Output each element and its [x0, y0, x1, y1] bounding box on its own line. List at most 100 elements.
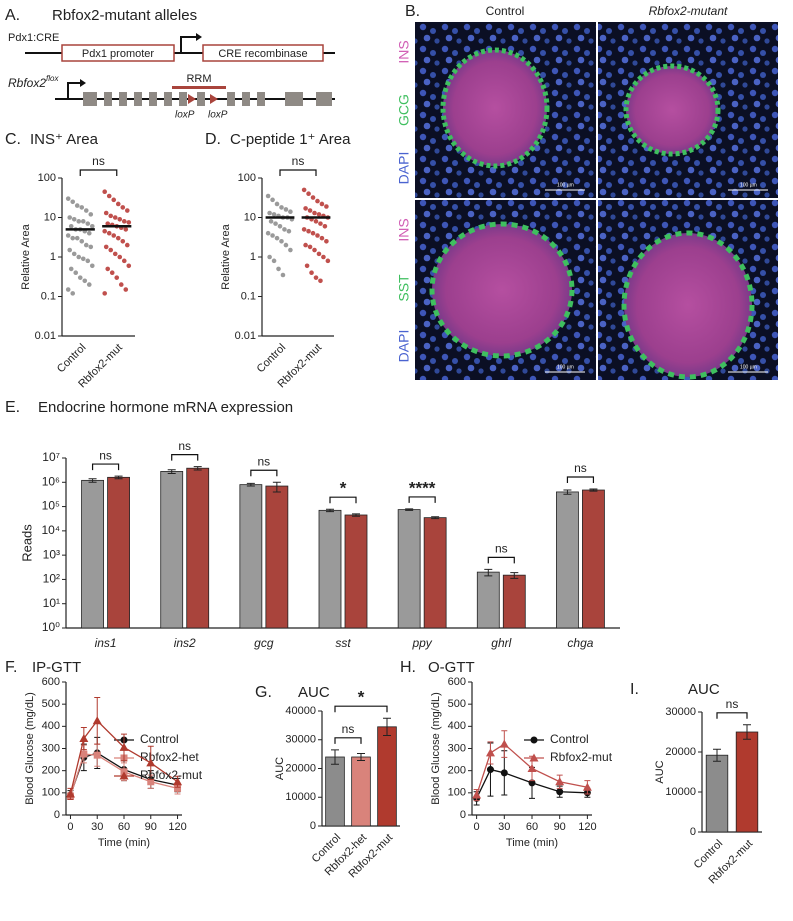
data-point — [71, 251, 77, 257]
significance-bracket — [329, 496, 357, 504]
data-point — [312, 210, 317, 216]
data-point — [309, 270, 314, 276]
data-point — [315, 198, 320, 204]
significance-label: ns — [574, 461, 587, 475]
y-axis-label: Blood Glucose (mg/dL) — [24, 692, 36, 805]
data-point — [270, 233, 275, 238]
rrm-label: RRM — [186, 73, 211, 85]
data-point — [82, 278, 88, 284]
significance-bracket — [79, 169, 118, 176]
data-point — [117, 254, 123, 260]
bar — [351, 756, 371, 827]
data-point — [313, 219, 319, 224]
data-point — [123, 287, 129, 292]
data-point — [83, 242, 89, 248]
chart-title: C-peptide 1⁺ Area — [230, 131, 351, 148]
data-point — [274, 235, 280, 241]
data-point — [582, 782, 592, 791]
y-tick-label: 100 — [38, 172, 56, 184]
scale-label: 100 µm — [557, 182, 574, 188]
error-bar — [405, 508, 414, 511]
x-axis-label: Time (min) — [506, 837, 558, 849]
panel-label: E. — [5, 399, 20, 416]
allele-diagram: A. Rbfox2-mutant alleles Pdx1:CRE Pdx1 p… — [5, 7, 335, 121]
y-tick-label: 100 — [42, 787, 60, 799]
data-point — [85, 258, 91, 264]
y-tick-label: 10⁴ — [41, 523, 60, 537]
error-bar — [713, 748, 721, 762]
significance-bracket — [279, 169, 317, 176]
data-point — [93, 751, 101, 759]
data-point — [485, 748, 495, 757]
x-tick-label: ghrl — [491, 636, 511, 650]
data-point — [68, 223, 74, 229]
data-point — [126, 263, 132, 269]
data-point — [303, 206, 308, 211]
y-tick-label: 0 — [690, 826, 696, 838]
x-tick-label: sst — [335, 636, 351, 650]
scale-bars — [545, 189, 768, 373]
stain-label: DAPI — [396, 152, 412, 185]
data-point — [279, 205, 284, 210]
bar — [705, 754, 729, 833]
y-tick-label: 0 — [54, 809, 60, 821]
legend-label: Rbfox2-mut — [140, 768, 203, 782]
x-tick-label: chga — [567, 636, 593, 650]
significance-bracket — [408, 496, 436, 503]
y-tick-label: 600 — [42, 676, 60, 688]
islet — [440, 47, 550, 169]
allele-label: Rbfox2flox — [8, 74, 59, 90]
y-tick-label: 10⁷ — [42, 450, 60, 464]
y-tick-label: 10¹ — [43, 596, 60, 610]
panel-label: G. — [255, 684, 272, 701]
data-point — [88, 244, 94, 250]
data-point — [73, 270, 79, 276]
x-tick-label: 30 — [91, 821, 103, 833]
data-point — [282, 227, 287, 232]
data-point — [312, 247, 317, 253]
data-point — [304, 263, 310, 269]
y-tick-label: 0.1 — [241, 290, 256, 302]
bar — [160, 471, 184, 629]
significance-bracket — [171, 454, 199, 461]
chart-title: Endocrine hormone mRNA expression — [38, 399, 293, 416]
bar — [476, 571, 500, 629]
y-axis-label: AUC — [274, 757, 286, 780]
significance-bracket — [91, 463, 120, 471]
data-point — [265, 193, 271, 199]
row-labels: INS GCG DAPI INS SST DAPI — [396, 40, 412, 362]
data-point — [316, 251, 322, 257]
legend-label: Rbfox2-mut — [550, 750, 613, 764]
loxp-label: loxP — [208, 110, 228, 121]
y-tick-label: 10³ — [43, 547, 60, 561]
significance-label: ns — [726, 697, 739, 711]
legend-marker — [119, 771, 129, 780]
data-point — [89, 223, 95, 229]
data-point — [114, 275, 120, 280]
x-tick-label: Control — [255, 342, 289, 376]
y-tick-label: 10⁰ — [42, 620, 60, 634]
bar — [556, 491, 579, 629]
stain-label: SST — [396, 274, 412, 302]
data-point — [500, 769, 508, 777]
data-point — [86, 282, 92, 287]
series-line — [69, 719, 178, 795]
data-point — [288, 247, 293, 253]
data-point — [76, 254, 82, 260]
y-tick-label: 10000 — [665, 786, 696, 798]
data-point — [318, 221, 323, 226]
data-point — [65, 196, 71, 201]
x-tick-label: 120 — [168, 821, 186, 833]
y-tick-label: 100 — [448, 787, 466, 799]
tss-arrowhead — [196, 33, 202, 41]
bar — [397, 509, 421, 629]
panel-label: I. — [630, 681, 639, 698]
series-line — [69, 752, 178, 796]
data-point — [310, 195, 316, 200]
data-point — [67, 215, 73, 220]
scale-labels: 100 µm 100 µm 100 µm 100 µm — [557, 182, 757, 370]
cre-label: CRE recombinase — [218, 48, 307, 60]
data-point — [301, 227, 307, 232]
y-axis-label: Blood Glucose (mg/dL) — [430, 692, 442, 805]
exons — [83, 92, 332, 106]
